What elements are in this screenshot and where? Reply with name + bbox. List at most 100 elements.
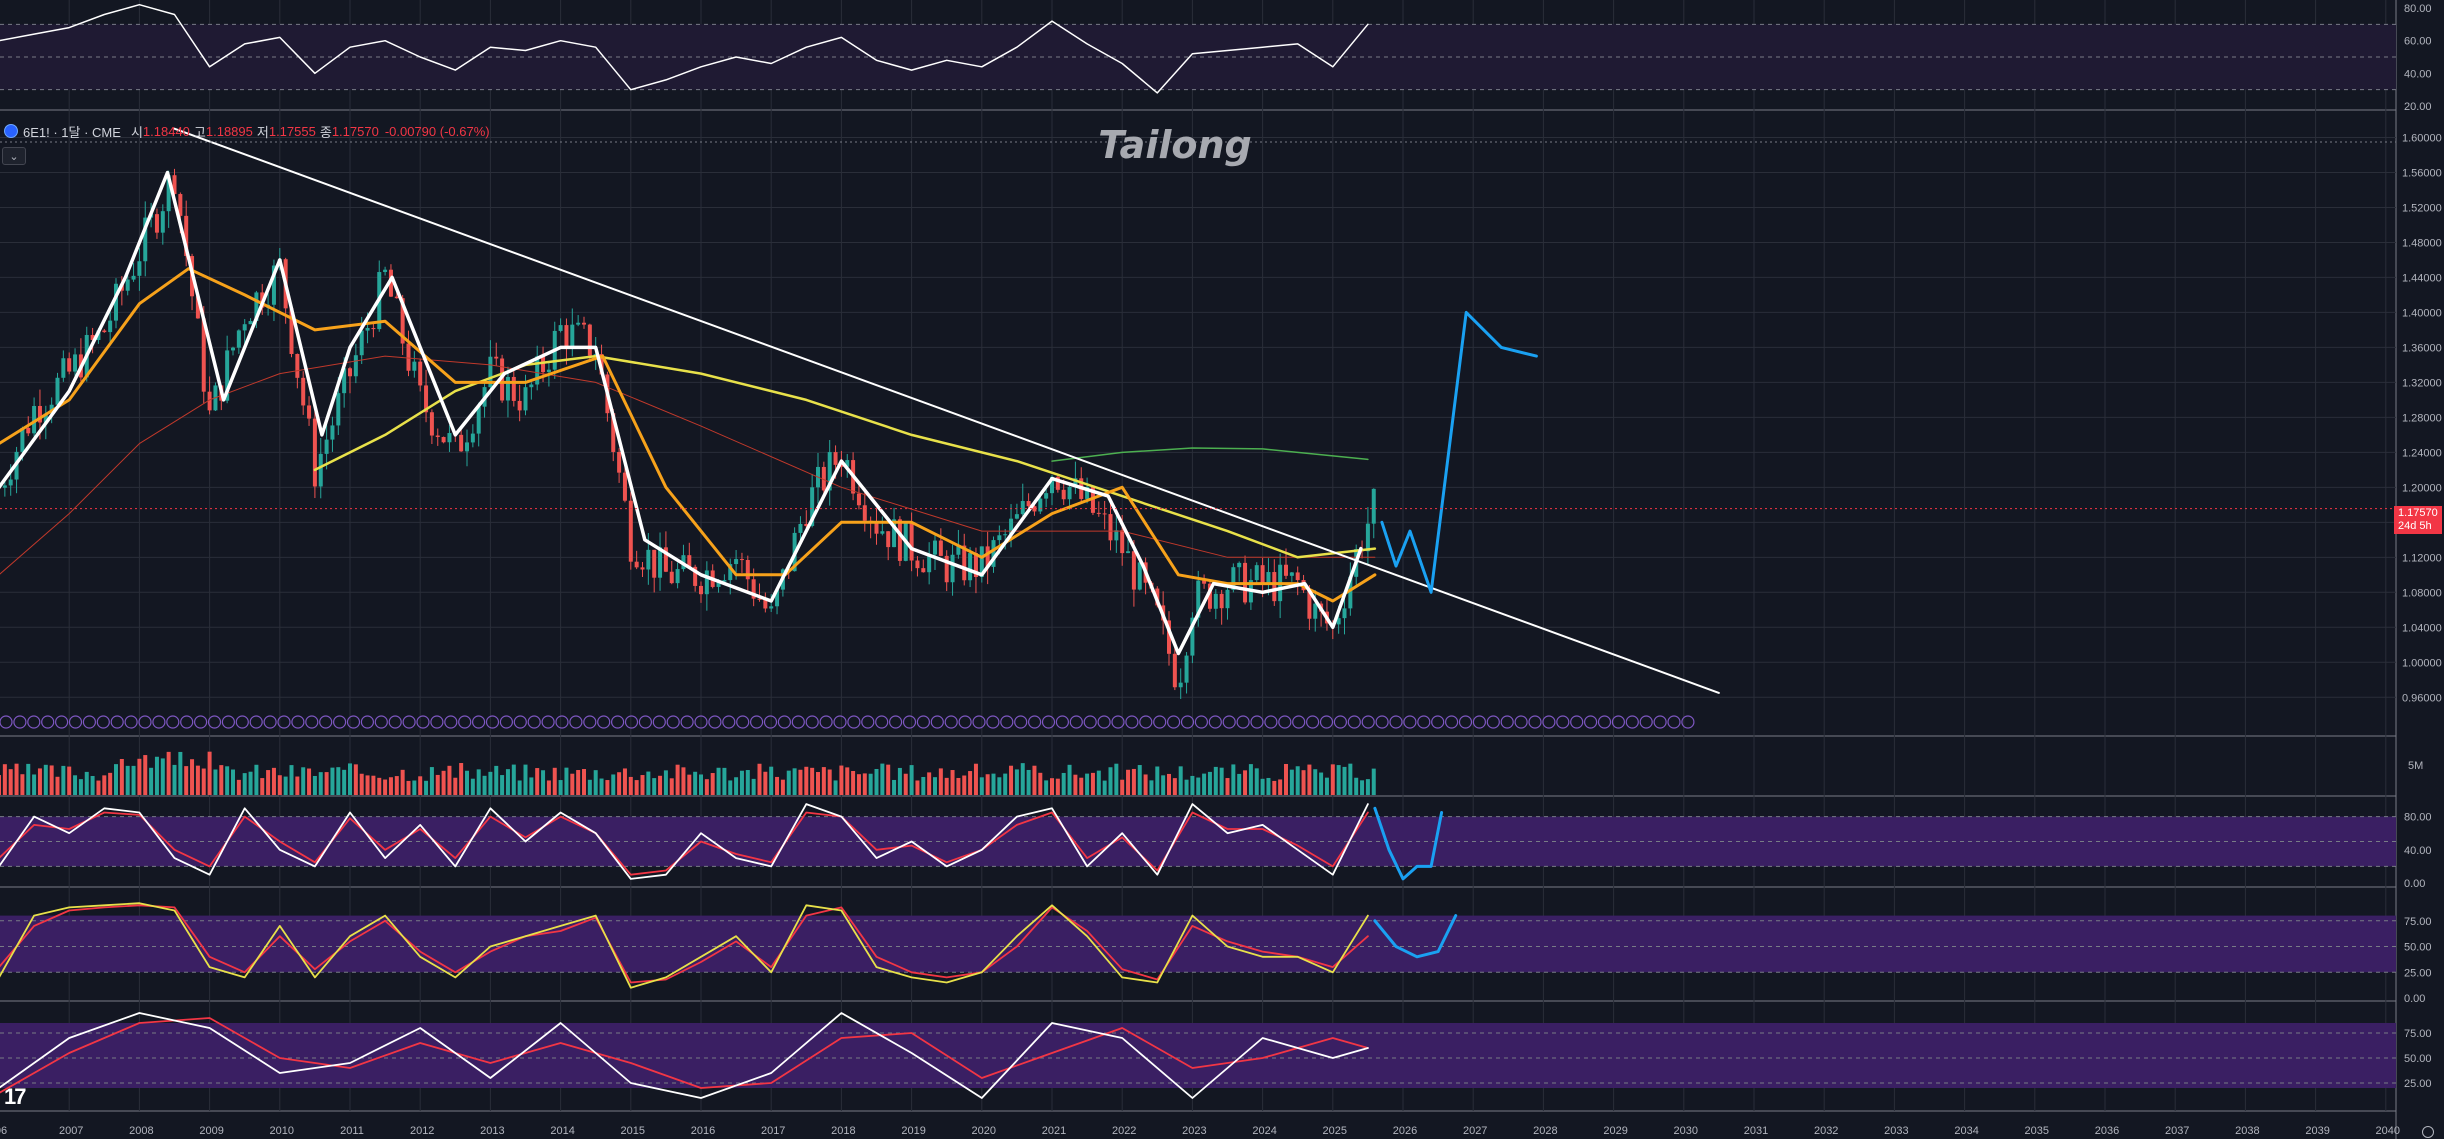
volume-bar bbox=[915, 780, 920, 795]
candle-body bbox=[546, 369, 551, 373]
candle-body bbox=[8, 479, 13, 486]
volume-bar bbox=[429, 767, 434, 795]
volume-axis-label: 5M bbox=[2408, 760, 2423, 772]
y-tick-label: 75.00 bbox=[2404, 916, 2432, 928]
candle-body bbox=[997, 535, 1002, 541]
x-tick-label: 2036 bbox=[2095, 1125, 2119, 1137]
x-tick-label: 2014 bbox=[550, 1125, 574, 1137]
candle-body bbox=[418, 361, 423, 386]
event-marker-icon bbox=[1069, 715, 1083, 729]
candle-body bbox=[429, 412, 434, 436]
event-marker-icon bbox=[541, 715, 555, 729]
volume-bar bbox=[248, 771, 253, 795]
event-marker-icon bbox=[277, 715, 291, 729]
stochastic-k-line bbox=[0, 803, 1369, 880]
y-tick-label: 25.00 bbox=[2404, 1078, 2432, 1090]
symbol-legend[interactable]: 6E1! · 1달 · CME 시 1.18440 고 1.18895 저 1.175… bbox=[4, 121, 490, 141]
candle-body bbox=[108, 320, 113, 333]
volume-bar bbox=[611, 774, 616, 795]
volume-bar bbox=[1131, 768, 1136, 795]
candle-body bbox=[1137, 562, 1142, 590]
volume-bar bbox=[225, 766, 230, 795]
candle-body bbox=[880, 531, 885, 534]
candle-body bbox=[137, 261, 142, 276]
volume-bar bbox=[546, 780, 551, 795]
volume-bar bbox=[43, 764, 48, 795]
volume-bar bbox=[973, 763, 978, 795]
event-marker-icon bbox=[972, 715, 986, 729]
candle-body bbox=[114, 283, 118, 321]
candle-body bbox=[1020, 501, 1025, 515]
tradingview-logo-icon[interactable]: 17 bbox=[4, 1084, 27, 1109]
event-marker-icon bbox=[1597, 715, 1612, 729]
collapse-legend-button[interactable]: ⌄ bbox=[2, 147, 26, 165]
x-tick-label: 2037 bbox=[2165, 1125, 2189, 1137]
volume-bar bbox=[400, 769, 405, 795]
volume-bar bbox=[359, 773, 364, 795]
candle-body bbox=[465, 442, 469, 452]
event-marker-icon bbox=[861, 715, 875, 729]
volume-bar bbox=[459, 763, 464, 795]
volume-bar bbox=[1137, 765, 1142, 795]
volume-bar bbox=[856, 774, 861, 795]
gear-icon[interactable] bbox=[2422, 1126, 2434, 1138]
event-marker-icon bbox=[1389, 715, 1403, 729]
low-label: 저 bbox=[256, 124, 269, 140]
volume-bar bbox=[277, 775, 282, 795]
volume-bar bbox=[552, 767, 557, 795]
event-marker-icon bbox=[944, 715, 958, 729]
y-tick-label: 1.48000 bbox=[2402, 237, 2442, 249]
volume-bar bbox=[757, 763, 762, 795]
volume-bar bbox=[470, 778, 475, 795]
event-marker-icon bbox=[138, 715, 152, 729]
event-marker-icon bbox=[1194, 715, 1209, 729]
candle-body bbox=[172, 175, 177, 195]
candle-body bbox=[979, 546, 984, 578]
candle-body bbox=[658, 547, 663, 578]
x-tick-label: 2033 bbox=[1884, 1125, 1908, 1137]
event-marker-icon bbox=[805, 715, 819, 729]
event-marker-icon bbox=[1611, 715, 1626, 729]
candle-body bbox=[862, 505, 867, 521]
candle-body bbox=[1272, 572, 1277, 602]
volume-bar bbox=[1243, 770, 1248, 795]
candle-body bbox=[652, 549, 657, 578]
candle-body bbox=[751, 579, 756, 599]
volume-bar bbox=[394, 776, 399, 795]
volume-bar bbox=[254, 764, 259, 795]
volume-bar bbox=[1026, 769, 1031, 795]
candle-body bbox=[102, 330, 107, 333]
volume-bar bbox=[582, 769, 586, 795]
candle-body bbox=[312, 418, 317, 487]
y-tick-label: 1.04000 bbox=[2402, 622, 2442, 634]
volume-bar bbox=[605, 780, 610, 795]
volume-bar bbox=[388, 777, 393, 795]
volume-bar bbox=[944, 777, 949, 795]
candle-body bbox=[1371, 488, 1376, 524]
volume-bar bbox=[734, 777, 739, 795]
volume-bar bbox=[570, 773, 575, 795]
candle-body bbox=[67, 358, 72, 372]
event-marker-icon bbox=[54, 715, 69, 729]
candle-body bbox=[1196, 580, 1201, 618]
candle-body bbox=[1073, 478, 1078, 487]
volume-bar bbox=[178, 751, 183, 795]
volume-bar bbox=[137, 758, 142, 795]
event-marker-icon bbox=[499, 715, 513, 729]
volume-bar bbox=[517, 780, 522, 795]
volume-bar bbox=[1061, 772, 1066, 795]
candle-body bbox=[839, 464, 844, 467]
candle-body bbox=[833, 452, 838, 465]
event-marker-icon bbox=[1458, 715, 1473, 729]
y-tick-label: 1.56000 bbox=[2402, 167, 2442, 179]
candle-body bbox=[37, 405, 42, 423]
x-tick-label: 2013 bbox=[480, 1125, 504, 1137]
volume-bar bbox=[903, 773, 908, 795]
volume-bar bbox=[1172, 778, 1177, 795]
y-tick-label: 40.00 bbox=[2404, 68, 2432, 80]
candle-body bbox=[1167, 620, 1171, 654]
event-marker-icon bbox=[333, 715, 347, 729]
event-marker-icon bbox=[1333, 715, 1348, 729]
event-marker-icon bbox=[472, 715, 486, 729]
